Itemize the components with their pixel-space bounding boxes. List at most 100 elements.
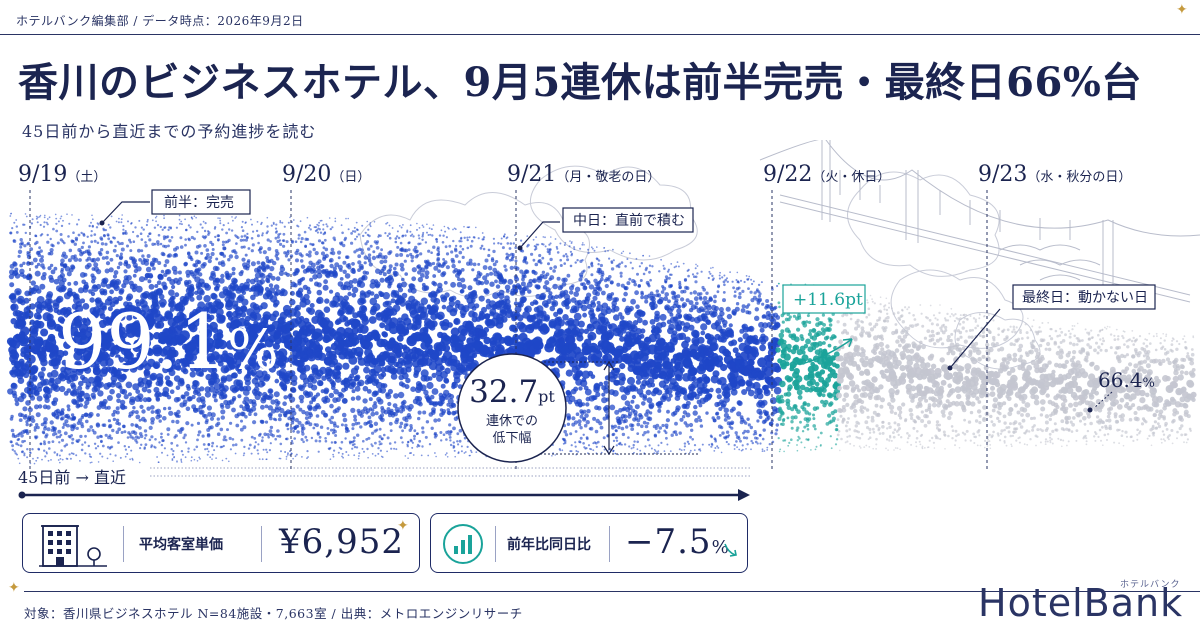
booking-dot [367,228,370,231]
booking-dot [256,268,261,273]
booking-dot [472,311,478,318]
booking-dot [308,260,313,265]
booking-dot [49,248,54,253]
booking-dot [508,258,512,262]
booking-dot [242,245,246,249]
booking-dot [577,450,580,453]
booking-dot [158,419,162,423]
booking-dot [409,224,412,227]
booking-dot [37,371,45,379]
booking-dot [582,312,587,318]
booking-dot [36,262,41,267]
booking-dot [316,296,324,304]
page-subtitle: 45日前から直近までの予約進捗を読む [22,122,317,141]
booking-dot [126,274,132,281]
booking-dot [104,406,108,410]
booking-dot [156,287,163,295]
booking-dot [404,272,409,276]
booking-dot [156,373,164,381]
booking-dot [433,297,441,305]
booking-dot [259,432,262,436]
booking-dot [382,272,387,277]
booking-dot [499,242,503,245]
booking-dot [307,307,315,315]
booking-dot [186,386,191,391]
booking-dot [438,234,442,237]
booking-dot [87,444,91,448]
booking-dot [509,242,513,245]
booking-dot [111,412,116,417]
booking-dot [373,293,380,299]
booking-dot [248,443,252,447]
booking-dot [109,257,114,262]
booking-dot [469,449,472,452]
booking-dot [500,237,503,240]
booking-dot [437,269,441,273]
booking-dot [36,425,40,430]
booking-dot [356,381,362,387]
booking-dot [234,385,240,392]
booking-dot [180,220,183,223]
booking-dot [401,292,408,299]
booking-dot [78,380,84,387]
booking-dot [86,351,95,360]
booking-dot [259,251,262,254]
booking-dot [179,380,185,385]
booking-dot [170,448,173,451]
booking-dot [285,422,290,426]
booking-dot [63,391,69,396]
booking-dot [580,304,588,312]
booking-dot [520,239,523,242]
booking-dot [141,409,146,414]
booking-dot [471,268,475,272]
booking-dot [585,447,588,450]
booking-dot [507,278,514,285]
booking-dot [418,237,421,240]
booking-dot [57,220,60,223]
booking-dot [316,265,321,270]
booking-dot [482,236,486,239]
booking-dot [160,432,163,436]
booking-dot [405,423,409,427]
booking-dot [460,236,463,239]
booking-dot [84,400,90,406]
booking-dot [30,280,36,286]
booking-dot [337,250,342,255]
booking-dot [46,218,49,220]
booking-dot [234,234,237,237]
booking-dot [278,434,282,438]
booking-dot [457,451,460,454]
booking-dot [114,278,122,286]
booking-dot [537,260,541,264]
booking-dot [234,217,236,219]
booking-dot [340,224,343,227]
booking-dot [268,287,275,294]
booking-dot [396,284,402,289]
booking-dot [166,395,172,400]
booking-dot [299,259,304,263]
booking-dot [176,280,181,286]
booking-dot [433,431,437,436]
booking-dot [115,406,120,411]
booking-dot [34,242,37,246]
booking-dot [552,269,556,273]
booking-dot [254,272,261,279]
booking-dot [120,241,124,246]
booking-dot [418,227,421,229]
booking-dot [487,265,493,271]
booking-dot [74,236,79,241]
booking-dot [79,272,86,278]
booking-dot [93,233,97,236]
booking-dot [220,415,225,420]
booking-dot [154,216,157,219]
booking-dot [254,441,257,444]
booking-dot [380,408,386,414]
booking-dot [333,429,337,434]
booking-dot [157,261,162,265]
booking-dot [417,234,420,237]
booking-dot [184,456,187,459]
booking-dot [293,437,297,440]
booking-dot [342,456,344,459]
booking-dot [150,444,154,447]
booking-dot [390,447,393,450]
